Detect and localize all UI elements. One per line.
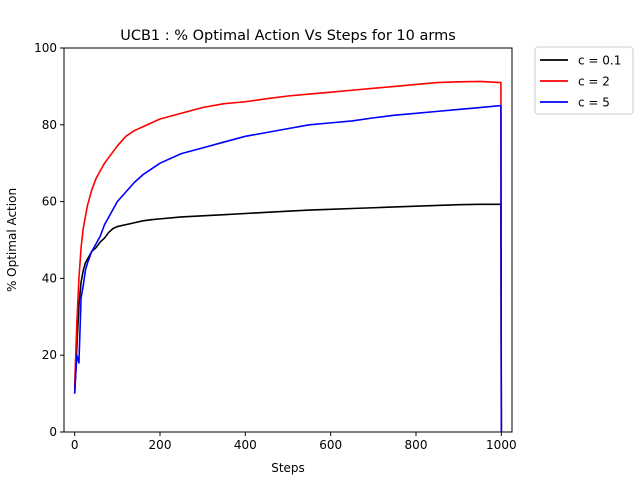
- x-tick-label: 400: [234, 438, 257, 452]
- x-tick-label: 800: [405, 438, 428, 452]
- chart-title: UCB1 : % Optimal Action Vs Steps for 10 …: [120, 28, 456, 44]
- plot-lines: [73, 80, 503, 433]
- legend-label-3: c = 5: [578, 96, 610, 110]
- legend-label-2: c = 2: [578, 75, 610, 89]
- y-tick-label: 100: [34, 41, 57, 55]
- x-tick-label: 0: [71, 438, 79, 452]
- y-tick-label: 20: [42, 348, 57, 362]
- x-tick-label: 200: [149, 438, 172, 452]
- legend-label-1: c = 0.1: [578, 54, 621, 68]
- y-tick-label: 40: [42, 271, 57, 285]
- series-line-1: [73, 203, 503, 433]
- y-tick-label: 60: [42, 195, 57, 209]
- y-axis-label: % Optimal Action: [5, 188, 19, 292]
- y-axis-ticks: 0 20 40 60 80 100: [34, 41, 64, 439]
- legend-box: [534, 46, 634, 115]
- y-tick-label: 80: [42, 118, 57, 132]
- x-tick-label: 1000: [486, 438, 517, 452]
- x-axis-label: Steps: [271, 461, 305, 475]
- plot-frame: [63, 47, 513, 433]
- x-tick-label: 600: [319, 438, 342, 452]
- series-line-2: [73, 80, 503, 433]
- y-tick-label: 0: [49, 425, 57, 439]
- series-line-3: [73, 104, 503, 433]
- legend: c = 0.1 c = 2 c = 5: [534, 46, 634, 115]
- x-axis-ticks: 0 200 400 600 800 1000: [71, 432, 517, 452]
